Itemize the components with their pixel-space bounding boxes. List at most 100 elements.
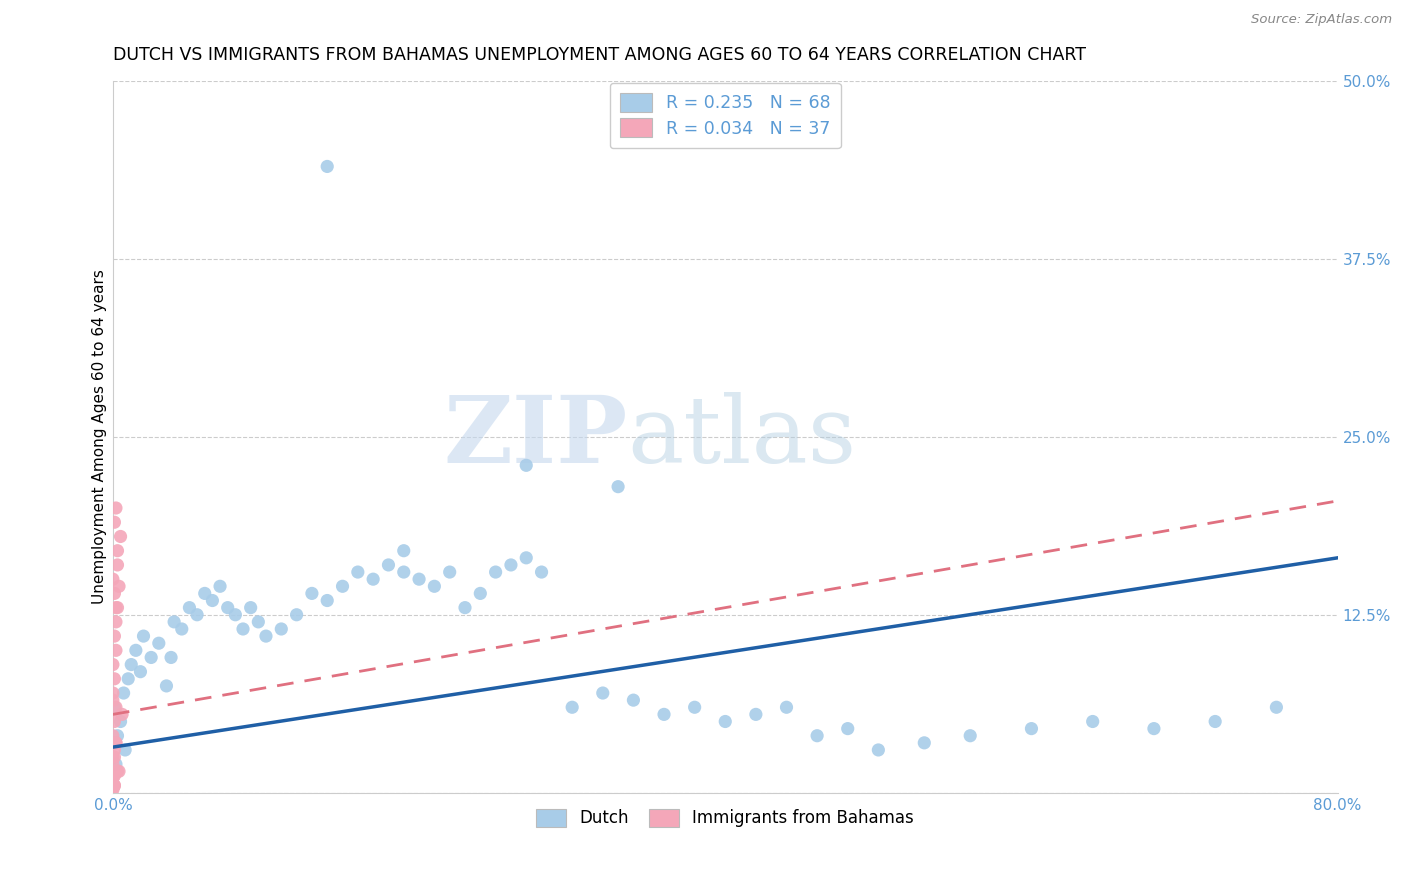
- Point: [101, 757, 124, 772]
- Point: [347, 565, 370, 579]
- Point: [107, 729, 129, 743]
- Point: [101, 750, 124, 764]
- Point: [499, 558, 522, 572]
- Point: [868, 743, 890, 757]
- Point: [837, 722, 859, 736]
- Point: [1021, 722, 1043, 736]
- Point: [224, 607, 246, 622]
- Point: [107, 764, 129, 779]
- Point: [103, 672, 125, 686]
- Point: [623, 693, 645, 707]
- Point: [332, 579, 354, 593]
- Point: [201, 593, 224, 607]
- Point: [1081, 714, 1104, 729]
- Point: [104, 700, 127, 714]
- Point: [392, 565, 415, 579]
- Point: [163, 615, 186, 629]
- Point: [101, 693, 124, 707]
- Point: [912, 736, 935, 750]
- Point: [745, 707, 768, 722]
- Text: atlas: atlas: [627, 392, 856, 482]
- Point: [194, 586, 217, 600]
- Point: [186, 607, 208, 622]
- Point: [117, 672, 139, 686]
- Point: [103, 700, 125, 714]
- Point: [247, 615, 270, 629]
- Point: [301, 586, 323, 600]
- Point: [179, 600, 201, 615]
- Legend: Dutch, Immigrants from Bahamas: Dutch, Immigrants from Bahamas: [530, 802, 921, 834]
- Point: [209, 579, 232, 593]
- Point: [775, 700, 797, 714]
- Point: [103, 714, 125, 729]
- Point: [439, 565, 461, 579]
- Point: [104, 501, 127, 516]
- Point: [592, 686, 614, 700]
- Point: [103, 629, 125, 643]
- Point: [101, 657, 124, 672]
- Point: [114, 743, 136, 757]
- Point: [101, 686, 124, 700]
- Point: [104, 757, 127, 772]
- Point: [108, 579, 131, 593]
- Point: [111, 707, 134, 722]
- Point: [217, 600, 239, 615]
- Point: [148, 636, 170, 650]
- Point: [101, 772, 124, 786]
- Point: [129, 665, 152, 679]
- Point: [254, 629, 277, 643]
- Text: ZIP: ZIP: [443, 392, 627, 482]
- Point: [515, 550, 537, 565]
- Point: [104, 600, 127, 615]
- Point: [101, 729, 124, 743]
- Point: [392, 543, 415, 558]
- Point: [104, 736, 127, 750]
- Point: [423, 579, 446, 593]
- Point: [103, 586, 125, 600]
- Point: [101, 572, 124, 586]
- Point: [170, 622, 193, 636]
- Point: [107, 558, 129, 572]
- Point: [110, 714, 132, 729]
- Point: [316, 593, 339, 607]
- Point: [377, 558, 399, 572]
- Point: [104, 643, 127, 657]
- Text: Source: ZipAtlas.com: Source: ZipAtlas.com: [1251, 13, 1392, 27]
- Point: [103, 768, 125, 782]
- Point: [103, 515, 125, 529]
- Point: [515, 458, 537, 473]
- Point: [316, 160, 339, 174]
- Point: [103, 779, 125, 793]
- Point: [101, 764, 124, 779]
- Point: [530, 565, 553, 579]
- Point: [714, 714, 737, 729]
- Point: [1143, 722, 1166, 736]
- Point: [470, 586, 492, 600]
- Point: [160, 650, 183, 665]
- Point: [141, 650, 163, 665]
- Point: [120, 657, 142, 672]
- Point: [232, 622, 254, 636]
- Point: [239, 600, 262, 615]
- Point: [101, 782, 124, 797]
- Point: [1265, 700, 1288, 714]
- Point: [107, 600, 129, 615]
- Point: [107, 543, 129, 558]
- Point: [103, 743, 125, 757]
- Point: [104, 736, 127, 750]
- Point: [408, 572, 430, 586]
- Point: [112, 686, 135, 700]
- Y-axis label: Unemployment Among Ages 60 to 64 years: Unemployment Among Ages 60 to 64 years: [93, 269, 107, 604]
- Point: [806, 729, 828, 743]
- Point: [270, 622, 292, 636]
- Point: [103, 779, 125, 793]
- Point: [108, 764, 131, 779]
- Point: [1204, 714, 1226, 729]
- Point: [361, 572, 384, 586]
- Point: [125, 643, 148, 657]
- Point: [485, 565, 508, 579]
- Point: [110, 529, 132, 543]
- Point: [132, 629, 155, 643]
- Point: [104, 615, 127, 629]
- Point: [652, 707, 675, 722]
